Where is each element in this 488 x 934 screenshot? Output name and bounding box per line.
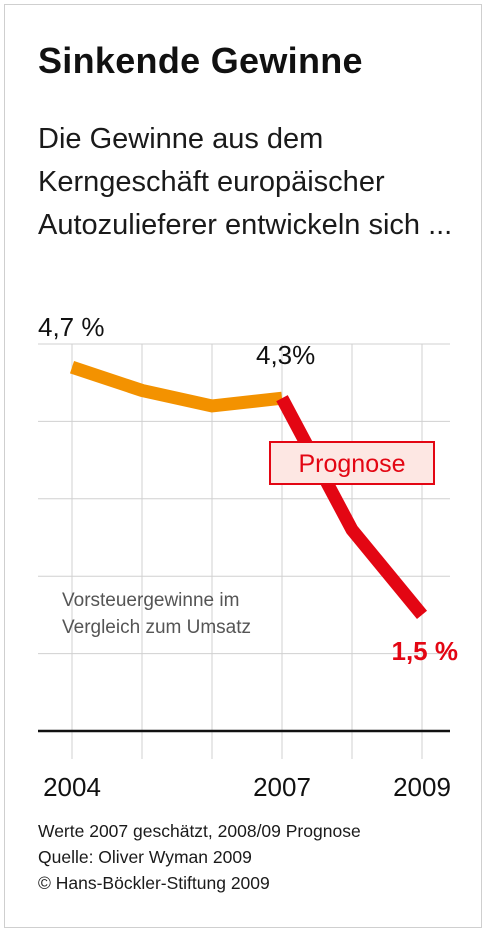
data-label-2009: 1,5 % — [392, 636, 459, 666]
chart-frame — [4, 4, 482, 928]
series-line-actual — [69, 361, 283, 413]
data-label-2007: 4,3% — [256, 340, 315, 370]
footer-copyright: © Hans-Böckler-Stiftung 2009 — [38, 873, 270, 893]
prognose-label: Prognose — [298, 450, 405, 478]
measure-description: Vergleich zum Umsatz — [62, 617, 251, 638]
footer-source: Quelle: Oliver Wyman 2009 — [38, 847, 252, 867]
measure-description: Vorsteuergewinne im — [62, 590, 239, 611]
x-tick-label: 2004 — [43, 772, 101, 802]
x-tick-label: 2007 — [253, 772, 311, 802]
line-chart: 2004 2007 2009 4,7 % 4,3% 1,5 % Prognose Vorste… — [38, 312, 459, 802]
chart-subtitle: Die Gewinne aus dem Kerngeschäft europäi… — [38, 123, 453, 241]
data-label-2004: 4,7 % — [38, 312, 105, 342]
chart-title: Sinkende Gewinne — [38, 40, 363, 81]
x-tick-label: 2009 — [393, 772, 451, 802]
footer-note: Werte 2007 geschätzt, 2008/09 Prognose — [38, 821, 361, 841]
footer: Werte 2007 geschätzt, 2008/09 Prognose Q… — [38, 818, 361, 896]
prognose-box — [269, 441, 435, 485]
